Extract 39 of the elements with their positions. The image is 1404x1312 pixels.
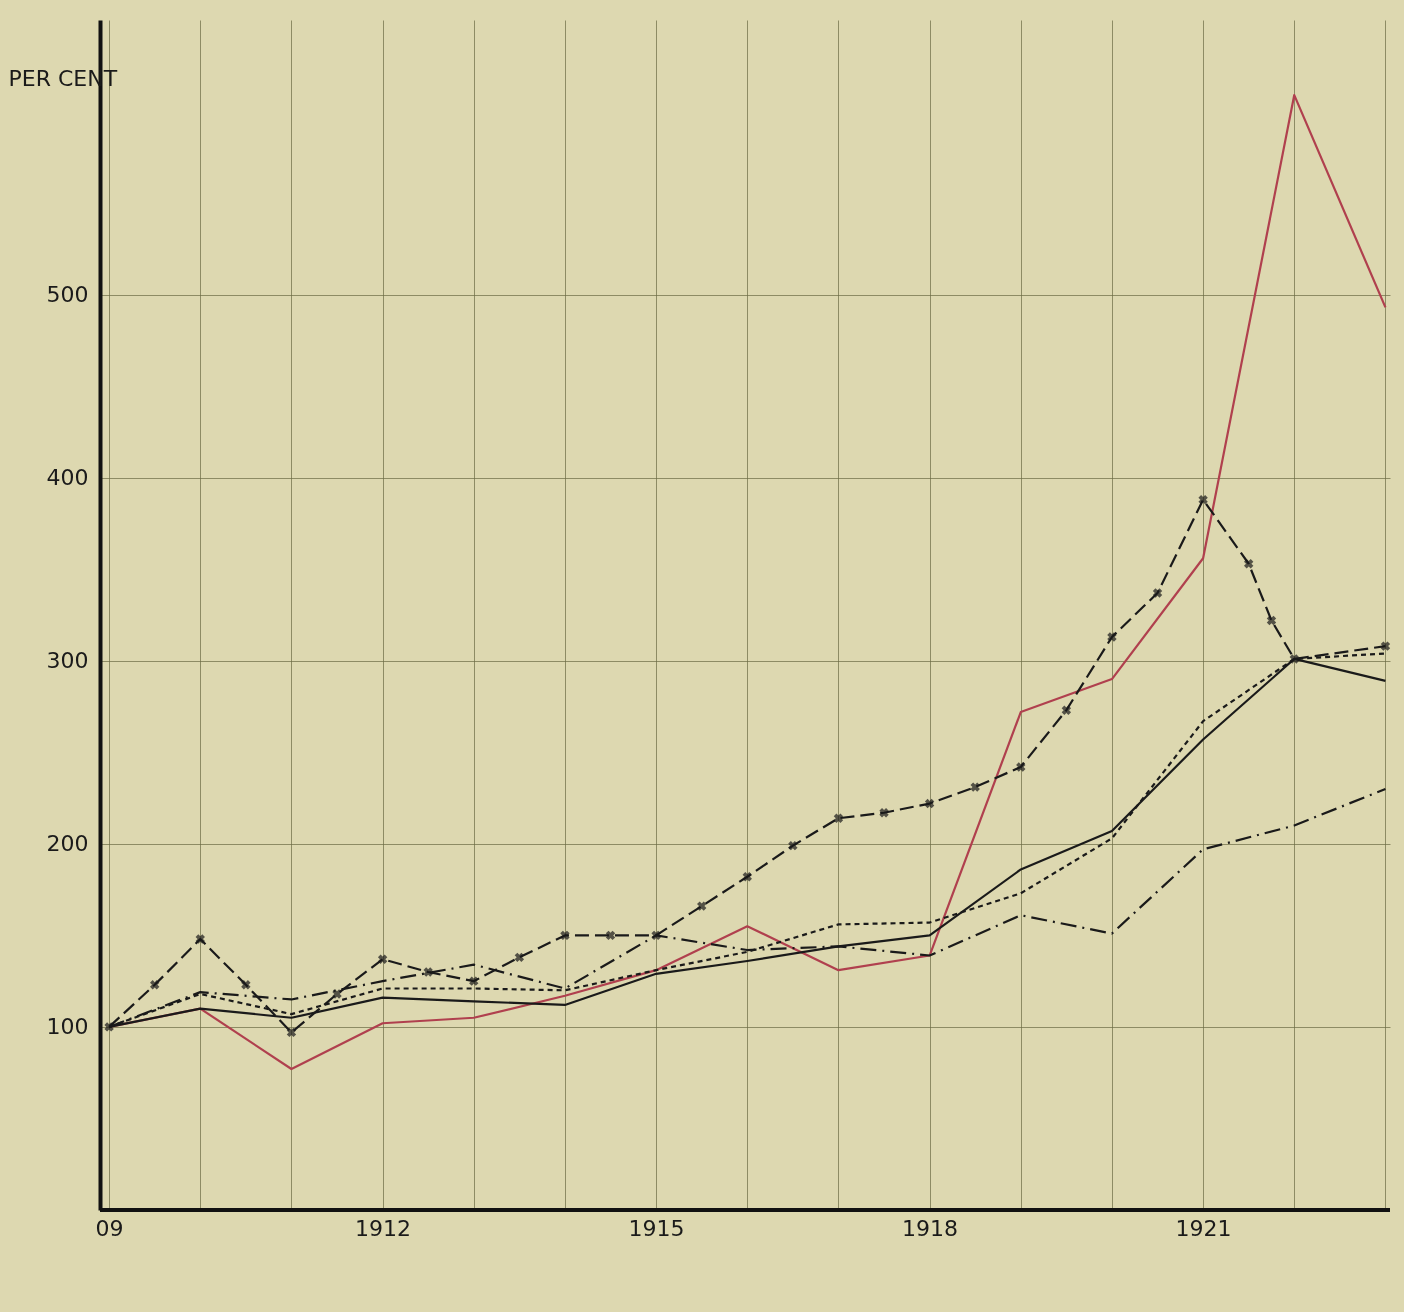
point	[1107, 632, 1117, 642]
y-tick-label: 400	[46, 465, 89, 491]
x-tick-label: 1918	[902, 1215, 959, 1241]
point	[697, 901, 707, 911]
point	[651, 930, 661, 941]
x-tick-label: 1921	[1175, 1215, 1232, 1241]
x-tick-label: 09	[95, 1215, 124, 1241]
point	[1244, 559, 1254, 569]
y-tick-label: 500	[46, 282, 89, 308]
point	[150, 980, 160, 990]
point	[1016, 762, 1026, 772]
point	[195, 934, 205, 944]
point	[924, 798, 935, 809]
point	[788, 840, 798, 851]
point	[514, 952, 525, 963]
point	[1289, 654, 1299, 664]
point	[560, 930, 570, 941]
x-tick-label: 1915	[628, 1215, 685, 1241]
point	[1198, 494, 1208, 505]
x-tick-label: 1912	[355, 1215, 412, 1241]
point	[286, 1027, 297, 1038]
point	[469, 976, 479, 986]
point	[1061, 705, 1072, 715]
point	[879, 808, 889, 818]
y-tick-label: 100	[46, 1014, 89, 1040]
point	[241, 980, 251, 990]
y-tick-label: 300	[46, 648, 89, 674]
point	[1266, 615, 1277, 626]
point	[742, 872, 752, 882]
point	[970, 782, 980, 792]
point	[423, 967, 433, 977]
point	[833, 813, 844, 823]
point	[605, 930, 616, 941]
point	[332, 989, 342, 999]
point	[104, 1022, 114, 1032]
point	[377, 954, 388, 964]
point	[1152, 588, 1163, 598]
point	[1380, 641, 1391, 651]
y-tick-label: 200	[46, 831, 89, 857]
